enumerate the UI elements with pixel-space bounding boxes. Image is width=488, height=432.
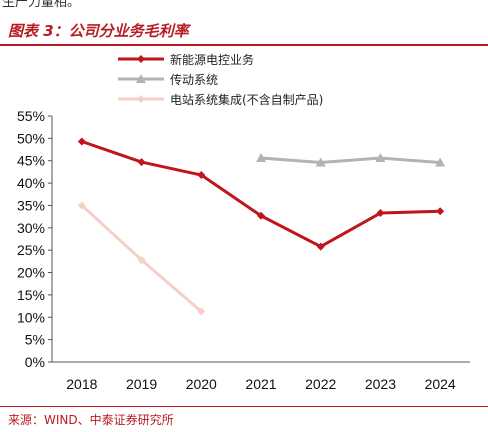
legend-label: 电站系统集成(不含自制产品) xyxy=(170,92,323,107)
data-point xyxy=(316,242,325,251)
y-tick-label: 5% xyxy=(25,332,45,348)
data-point xyxy=(435,157,446,167)
y-tick-label: 15% xyxy=(17,287,45,303)
y-tick-label: 0% xyxy=(25,354,45,370)
x-tick-label: 2021 xyxy=(245,376,276,392)
data-point xyxy=(77,137,86,146)
x-tick-label: 2022 xyxy=(305,376,336,392)
x-tick-label: 2023 xyxy=(365,376,396,392)
data-point xyxy=(256,153,266,163)
x-tick-label: 2018 xyxy=(66,376,97,392)
legend-label: 新能源电控业务 xyxy=(170,52,254,67)
legend-label: 传动系统 xyxy=(170,72,218,87)
data-point xyxy=(77,201,86,210)
source-rule xyxy=(0,406,488,407)
y-tick-label: 25% xyxy=(17,242,45,258)
legend-item: 新能源电控业务 xyxy=(118,52,254,67)
x-tick-label: 2020 xyxy=(186,376,217,392)
y-tick-label: 35% xyxy=(17,197,45,213)
data-point xyxy=(257,211,265,220)
data-point xyxy=(376,209,385,218)
data-point xyxy=(137,158,146,167)
legend-item: 电站系统集成(不含自制产品) xyxy=(118,92,323,107)
figure-title: 图表 3：公司分业务毛利率 xyxy=(8,22,189,40)
data-point xyxy=(375,153,386,163)
series-line xyxy=(260,156,441,165)
data-point xyxy=(197,171,206,180)
series-1 xyxy=(77,137,445,251)
series-3 xyxy=(77,201,206,316)
axes: 0% 5% 10% 15% 20% 25% 30% 35% 40% 45% 50% 55% 2018 20… xyxy=(17,108,470,392)
legend-item: 传动系统 xyxy=(118,72,218,87)
top-cut-text: 生产力量相。 xyxy=(2,0,81,10)
legend-marker xyxy=(137,55,145,63)
plot-area xyxy=(77,137,446,316)
y-tick-label: 50% xyxy=(17,130,45,146)
y-tick-label: 20% xyxy=(17,265,45,281)
data-point xyxy=(315,157,326,167)
y-tick-label: 40% xyxy=(17,175,45,191)
y-tick-label: 30% xyxy=(17,220,45,236)
data-point xyxy=(436,207,445,216)
y-tick-label: 10% xyxy=(17,309,45,325)
title-rule xyxy=(0,44,488,46)
y-tick-label: 55% xyxy=(17,108,45,124)
x-tick-label: 2024 xyxy=(425,376,456,392)
data-point xyxy=(197,307,206,316)
legend-marker xyxy=(136,74,146,83)
y-tick-label: 45% xyxy=(17,153,45,169)
series-2 xyxy=(256,153,446,167)
data-point xyxy=(137,256,146,265)
x-tick-label: 2019 xyxy=(126,376,157,392)
legend-marker xyxy=(137,95,145,103)
source-note: 来源：WIND、中泰证券研究所 xyxy=(8,413,174,427)
